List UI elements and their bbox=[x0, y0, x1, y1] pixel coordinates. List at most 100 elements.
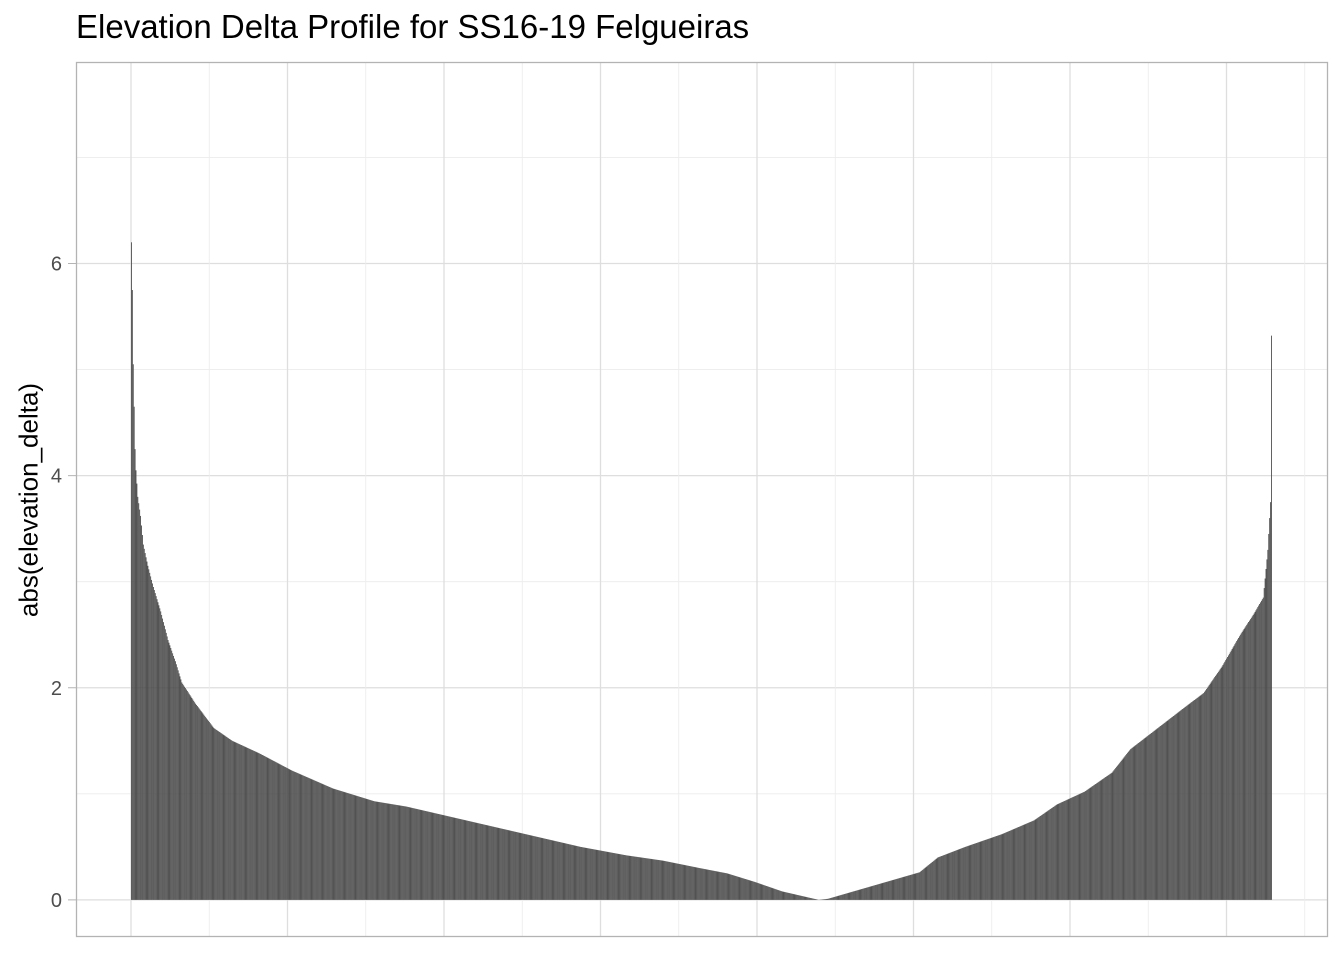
bar bbox=[145, 557, 147, 900]
bar bbox=[1222, 664, 1224, 900]
bar bbox=[395, 804, 397, 900]
bar bbox=[933, 860, 935, 900]
bar bbox=[236, 742, 238, 900]
bar bbox=[547, 839, 549, 900]
bar bbox=[1216, 674, 1217, 900]
bar bbox=[612, 852, 613, 900]
bar bbox=[1116, 766, 1118, 900]
bar bbox=[200, 710, 202, 900]
bar bbox=[937, 857, 939, 900]
bar bbox=[264, 756, 266, 900]
bar bbox=[1228, 655, 1229, 900]
bar bbox=[1001, 834, 1003, 900]
bar bbox=[557, 841, 559, 900]
bar bbox=[377, 801, 379, 900]
bar bbox=[456, 818, 458, 900]
bar bbox=[703, 868, 705, 900]
bar bbox=[1230, 650, 1232, 900]
bar bbox=[837, 895, 839, 900]
bar bbox=[177, 670, 179, 900]
bar bbox=[864, 888, 866, 900]
bar bbox=[224, 735, 226, 900]
bar bbox=[719, 871, 721, 900]
bar bbox=[1120, 760, 1122, 900]
bar bbox=[711, 870, 712, 900]
bar bbox=[1112, 771, 1114, 900]
bar bbox=[738, 877, 740, 900]
bar bbox=[235, 742, 237, 900]
bar bbox=[807, 897, 809, 900]
bar bbox=[1049, 809, 1051, 900]
bar bbox=[373, 801, 375, 900]
bar bbox=[554, 840, 556, 900]
bar bbox=[342, 791, 344, 900]
bar bbox=[838, 895, 840, 900]
bar bbox=[1227, 657, 1228, 900]
bar bbox=[1041, 814, 1043, 900]
bar bbox=[788, 892, 789, 900]
bar bbox=[657, 859, 658, 900]
bar bbox=[1157, 728, 1159, 900]
bar bbox=[622, 854, 624, 900]
bar bbox=[952, 851, 953, 900]
bar bbox=[1176, 713, 1178, 900]
bar bbox=[1048, 810, 1050, 900]
bar bbox=[763, 885, 765, 900]
bar bbox=[389, 803, 391, 900]
bar bbox=[732, 875, 734, 900]
bar bbox=[361, 797, 362, 900]
bar bbox=[186, 690, 188, 900]
bar bbox=[1129, 749, 1131, 900]
bar bbox=[964, 846, 966, 900]
bar bbox=[450, 816, 452, 900]
bar bbox=[517, 832, 519, 900]
bar bbox=[595, 849, 597, 900]
bar bbox=[900, 877, 902, 900]
bar bbox=[318, 782, 320, 900]
bar bbox=[539, 837, 541, 900]
bar bbox=[639, 857, 641, 900]
bar bbox=[1054, 805, 1056, 900]
bar bbox=[746, 879, 748, 900]
bar bbox=[1026, 823, 1028, 900]
bar bbox=[197, 707, 199, 900]
bar bbox=[1164, 722, 1166, 900]
bar bbox=[1103, 778, 1105, 900]
bar bbox=[364, 798, 366, 900]
bar bbox=[841, 894, 843, 900]
bar bbox=[786, 892, 788, 900]
bar bbox=[1030, 821, 1032, 900]
bar bbox=[1169, 718, 1171, 900]
bar bbox=[1108, 774, 1110, 900]
bar bbox=[1185, 706, 1187, 900]
bar bbox=[293, 771, 295, 900]
bar bbox=[139, 509, 141, 900]
bar bbox=[232, 741, 234, 900]
bar bbox=[198, 708, 200, 900]
bar bbox=[1135, 745, 1137, 900]
bar bbox=[1096, 783, 1097, 900]
bar bbox=[1058, 803, 1060, 900]
bar bbox=[471, 821, 472, 900]
bar bbox=[822, 899, 824, 900]
bar bbox=[153, 587, 154, 900]
bar bbox=[218, 731, 219, 900]
bar bbox=[1221, 666, 1223, 900]
bar bbox=[574, 845, 576, 900]
bar bbox=[978, 842, 980, 900]
bar bbox=[372, 800, 373, 900]
bar bbox=[997, 835, 999, 900]
bar bbox=[911, 874, 913, 900]
bar bbox=[1206, 687, 1208, 900]
bar bbox=[352, 794, 354, 900]
bar bbox=[681, 864, 683, 900]
bar bbox=[157, 602, 159, 900]
bar bbox=[273, 761, 275, 900]
bar bbox=[1183, 708, 1184, 900]
bar bbox=[295, 772, 296, 900]
bar bbox=[757, 883, 759, 900]
bar bbox=[994, 836, 996, 900]
bar bbox=[699, 868, 701, 900]
bar bbox=[1173, 716, 1174, 900]
